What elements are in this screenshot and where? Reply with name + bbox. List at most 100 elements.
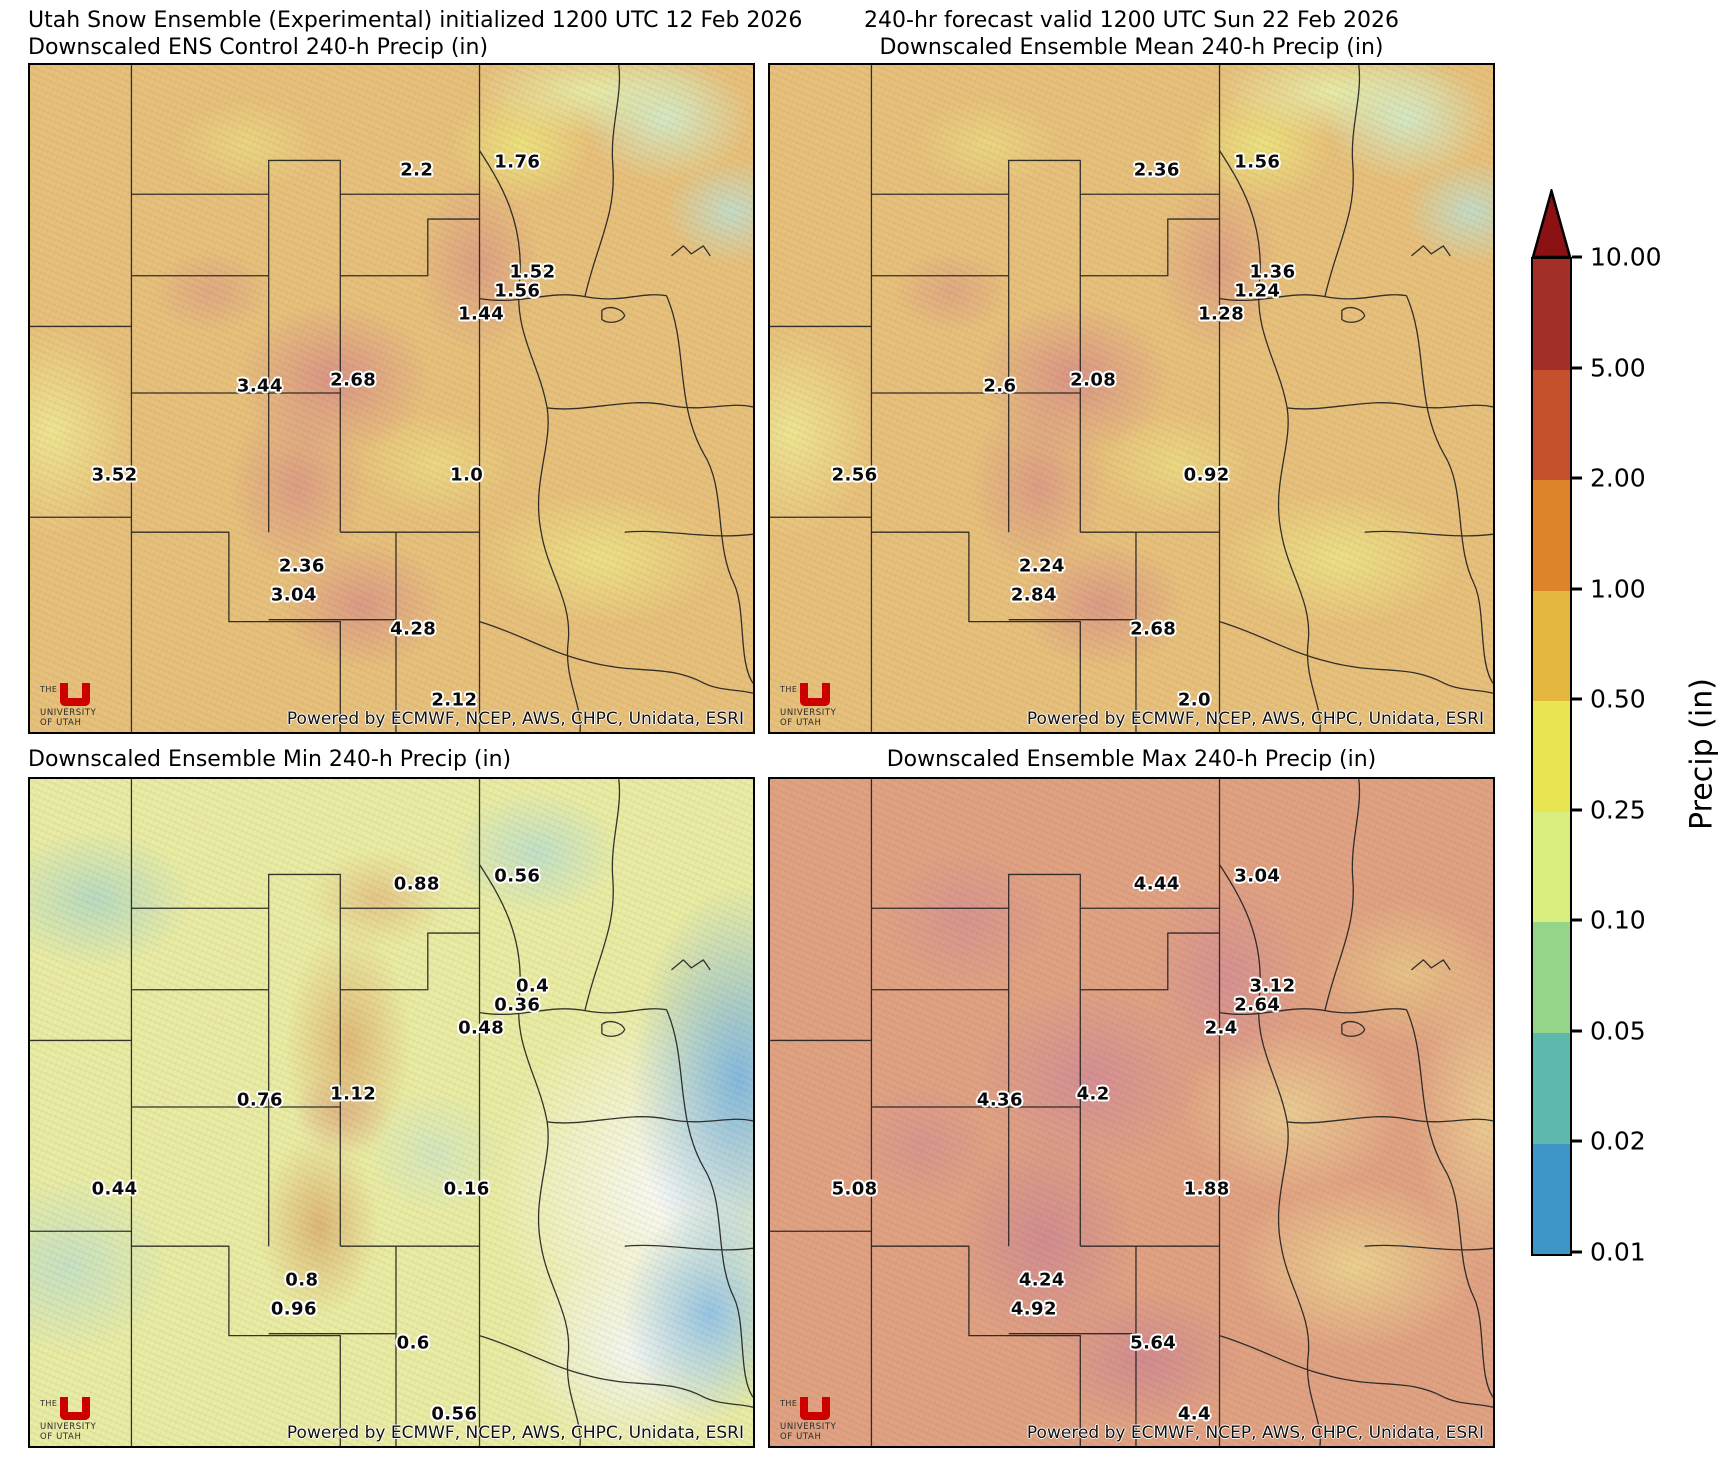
precip-value-label: 3.12 bbox=[1249, 975, 1296, 997]
precip-value-label: 4.36 bbox=[976, 1089, 1023, 1111]
precip-value-label: 0.88 bbox=[393, 873, 440, 895]
title-line: Downscaled Ensemble Max 240-h Precip (in… bbox=[886, 747, 1377, 772]
colorbar-segment bbox=[1533, 922, 1570, 1033]
precip-value-label: 2.2 bbox=[400, 159, 434, 181]
precip-value-label: 3.04 bbox=[270, 584, 317, 606]
attribution-footer: Powered by ECMWF, NCEP, AWS, CHPC, Unida… bbox=[1026, 709, 1484, 729]
colorbar-segment bbox=[1533, 1032, 1570, 1144]
colorbar-segment bbox=[1533, 480, 1570, 591]
panel-title-max: Downscaled Ensemble Max 240-h Precip (in… bbox=[768, 746, 1495, 773]
logo-text-university: UNIVERSITY bbox=[40, 1422, 97, 1432]
tick-mark bbox=[1572, 366, 1582, 370]
colorbar-tick: 0.50 bbox=[1572, 685, 1646, 714]
precip-value-label: 1.56 bbox=[1234, 151, 1281, 173]
colorbar-segment bbox=[1533, 259, 1570, 370]
tick-mark bbox=[1572, 1250, 1582, 1254]
tick-label: 2.00 bbox=[1590, 463, 1646, 493]
precip-value-label: 2.68 bbox=[1130, 618, 1177, 640]
colorbar-segment bbox=[1533, 701, 1570, 812]
panel-title-control: Utah Snow Ensemble (Experimental) initia… bbox=[28, 7, 802, 61]
logo-text-of-utah: OF UTAH bbox=[40, 718, 82, 728]
tick-label: 0.25 bbox=[1590, 795, 1646, 825]
logo-text-of-utah: OF UTAH bbox=[780, 1432, 822, 1442]
tick-mark bbox=[1572, 808, 1582, 812]
colorbar-axis-label: Precip (in) bbox=[1684, 678, 1720, 830]
precip-value-label: 1.24 bbox=[1234, 280, 1281, 302]
colorbar-tick: 0.01 bbox=[1572, 1238, 1646, 1267]
tick-label: 10.00 bbox=[1590, 242, 1662, 272]
attribution-footer: Powered by ECMWF, NCEP, AWS, CHPC, Unida… bbox=[1026, 1423, 1484, 1443]
university-of-utah-logo: THE UNIVERSITY OF UTAH bbox=[40, 1397, 96, 1442]
county-borders-svg bbox=[30, 779, 753, 1446]
logo-text-the: THE bbox=[40, 1399, 58, 1408]
colorbar-tick: 0.05 bbox=[1572, 1016, 1646, 1045]
title-line: Downscaled Ensemble Mean 240-h Precip (i… bbox=[879, 35, 1384, 60]
precip-value-label: 0.76 bbox=[236, 1089, 283, 1111]
panel-title-min: Downscaled Ensemble Min 240-h Precip (in… bbox=[28, 746, 511, 773]
title-line: Downscaled ENS Control 240-h Precip (in) bbox=[28, 35, 489, 60]
tick-label: 0.50 bbox=[1590, 684, 1646, 714]
precip-value-label: 2.08 bbox=[1070, 369, 1117, 391]
county-borders-svg bbox=[770, 65, 1493, 732]
tick-label: 0.01 bbox=[1590, 1237, 1646, 1267]
title-line: Downscaled Ensemble Min 240-h Precip (in… bbox=[28, 747, 512, 772]
map-panel-mean: 2.36 1.56 1.36 1.24 1.28 2.6 2.08 2.56 0.92 2.24 2… bbox=[768, 63, 1495, 734]
precip-value-label: 1.28 bbox=[1198, 303, 1245, 325]
tick-label: 1.00 bbox=[1590, 574, 1646, 604]
colorbar-tick: 0.25 bbox=[1572, 795, 1646, 824]
precip-value-label: 2.56 bbox=[831, 464, 878, 486]
precip-value-label: 2.84 bbox=[1010, 584, 1057, 606]
precip-value-label: 1.44 bbox=[458, 303, 505, 325]
colorbar-tick: 0.02 bbox=[1572, 1127, 1646, 1156]
precip-value-label: 5.08 bbox=[831, 1178, 878, 1200]
precip-value-label: 1.88 bbox=[1183, 1178, 1230, 1200]
precip-value-label: 4.2 bbox=[1076, 1083, 1110, 1105]
precip-value-label: 1.56 bbox=[494, 280, 541, 302]
logo-text-university: UNIVERSITY bbox=[780, 708, 837, 718]
precip-value-label: 3.52 bbox=[91, 464, 138, 486]
precip-value-label: 4.44 bbox=[1133, 873, 1180, 895]
colorbar-segment bbox=[1533, 811, 1570, 923]
county-borders-svg bbox=[770, 779, 1493, 1446]
colorbar-extend-arrow bbox=[1531, 186, 1572, 263]
precip-value-label: 0.44 bbox=[91, 1178, 138, 1200]
university-of-utah-logo: THE UNIVERSITY OF UTAH bbox=[780, 1397, 836, 1442]
utah-block-u-icon bbox=[60, 1397, 91, 1420]
precip-value-label: 0.4 bbox=[515, 975, 550, 997]
precip-value-label: 1.52 bbox=[509, 261, 556, 283]
university-of-utah-logo: THE UNIVERSITY OF UTAH bbox=[40, 683, 96, 728]
tick-mark bbox=[1572, 697, 1582, 701]
colorbar-tick: 1.00 bbox=[1572, 574, 1646, 603]
precip-value-label: 0.56 bbox=[431, 1403, 478, 1425]
panel-title-mean: 240-hr forecast valid 1200 UTC Sun 22 Fe… bbox=[768, 7, 1495, 61]
attribution-footer: Powered by ECMWF, NCEP, AWS, CHPC, Unida… bbox=[286, 709, 744, 729]
precip-value-label: 2.4 bbox=[1204, 1017, 1238, 1039]
logo-text-the: THE bbox=[40, 685, 58, 694]
colorbar-tick: 0.10 bbox=[1572, 906, 1646, 935]
precip-value-label: 2.0 bbox=[1177, 689, 1211, 711]
precip-value-label: 0.92 bbox=[1183, 464, 1230, 486]
utah-block-u-icon bbox=[800, 683, 831, 706]
tick-label: 5.00 bbox=[1590, 353, 1646, 383]
tick-mark bbox=[1572, 587, 1582, 591]
colorbar-tick: 10.00 bbox=[1572, 243, 1662, 272]
logo-text-of-utah: OF UTAH bbox=[780, 718, 822, 728]
title-line: 240-hr forecast valid 1200 UTC Sun 22 Fe… bbox=[864, 8, 1399, 33]
title-line: Utah Snow Ensemble (Experimental) initia… bbox=[28, 8, 803, 33]
precip-value-label: 4.92 bbox=[1010, 1298, 1057, 1320]
precip-value-label: 3.04 bbox=[1234, 865, 1281, 887]
tick-label: 0.10 bbox=[1590, 905, 1646, 935]
tick-mark bbox=[1572, 918, 1582, 922]
colorbar bbox=[1531, 257, 1572, 1256]
utah-block-u-icon bbox=[60, 683, 91, 706]
precip-value-label: 1.76 bbox=[494, 151, 541, 173]
precip-value-label: 0.96 bbox=[270, 1298, 317, 1320]
precip-value-label: 2.12 bbox=[431, 689, 478, 711]
tick-mark bbox=[1572, 1029, 1582, 1033]
precip-value-label: 0.6 bbox=[396, 1332, 430, 1354]
map-panel-max: 4.44 3.04 3.12 2.64 2.4 4.36 4.2 5.08 1.88 4.24 4.… bbox=[768, 777, 1495, 1448]
precip-value-label: 4.4 bbox=[1177, 1403, 1211, 1425]
precip-value-label: 0.16 bbox=[443, 1178, 490, 1200]
university-of-utah-logo: THE UNIVERSITY OF UTAH bbox=[780, 683, 836, 728]
